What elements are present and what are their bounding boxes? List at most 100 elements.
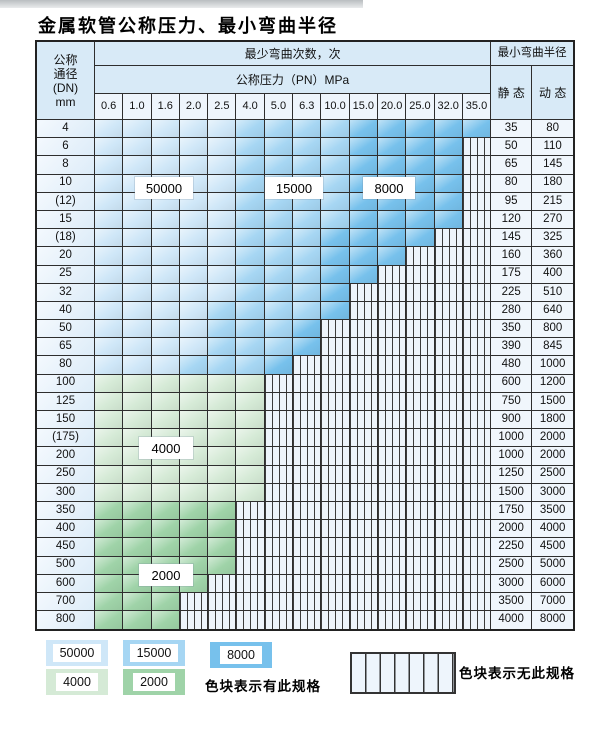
spec-cell-g: [151, 465, 180, 484]
spec-cell-d: [406, 156, 435, 175]
spec-cell-s: [434, 265, 463, 284]
spec-cell-m: [293, 301, 322, 321]
dn-label-cell: 150: [37, 411, 95, 430]
spec-cell-m: [236, 265, 265, 284]
static-radius-cell: 3500: [491, 592, 533, 612]
dynamic-radius-cell: 845: [532, 338, 574, 357]
dynamic-radius-cell: 145: [532, 156, 574, 175]
spec-cell-s: [264, 429, 294, 448]
cycle-count-label: 4000: [139, 437, 193, 459]
spec-cell-s: [321, 392, 350, 411]
spec-cell-s: [293, 447, 322, 466]
static-radius-cell: 2500: [491, 556, 533, 575]
spec-cell-l: [179, 320, 209, 339]
spec-cell-s: [349, 501, 378, 521]
static-radius-cell: 175: [491, 265, 533, 284]
spec-cell-l: [208, 120, 237, 139]
spec-cell-m: [264, 138, 294, 157]
dynamic-radius-cell: 110: [532, 138, 574, 157]
spec-cell-h: [95, 592, 124, 612]
spec-cell-l: [208, 229, 237, 248]
dynamic-header: 动 态: [532, 66, 574, 120]
cycle-count-label: 15000: [265, 177, 323, 199]
spec-cell-s: [321, 320, 350, 339]
spec-cell-s: [264, 520, 294, 539]
pn-header: 公称压力（PN）MPa: [95, 66, 492, 94]
spec-cell-s: [434, 592, 463, 612]
spec-cell-s: [321, 465, 350, 484]
spec-cell-m: [293, 283, 322, 302]
spec-cell-s: [179, 592, 209, 612]
dynamic-radius-cell: 2500: [532, 465, 574, 484]
spec-cell-d: [377, 229, 407, 248]
spec-cell-s: [321, 611, 350, 630]
pressure-column-header: 35.0: [462, 94, 492, 120]
spec-cell-s: [434, 338, 463, 357]
static-radius-cell: 390: [491, 338, 533, 357]
spec-cell-s: [434, 483, 463, 502]
spec-cell-s: [434, 374, 463, 393]
spec-cell-h: [95, 556, 124, 575]
spec-cell-d: [349, 265, 378, 284]
pressure-column-header: 32.0: [434, 94, 463, 120]
static-radius-cell: 50: [491, 138, 533, 157]
spec-cell-s: [377, 411, 407, 430]
spec-cell-d: [434, 192, 463, 211]
spec-cell-s: [406, 247, 435, 266]
spec-cell-m: [236, 210, 265, 230]
spec-cell-h: [123, 592, 152, 612]
spec-cell-s: [462, 538, 492, 557]
spec-cell-d: [434, 120, 463, 139]
spec-cell-g: [179, 374, 209, 393]
static-radius-cell: 3000: [491, 574, 533, 593]
spec-cell-m: [264, 229, 294, 248]
dynamic-radius-cell: 6000: [532, 574, 574, 593]
static-radius-cell: 1750: [491, 501, 533, 521]
spec-cell-l: [179, 338, 209, 357]
static-radius-cell: 900: [491, 411, 533, 430]
spec-cell-d: [349, 138, 378, 157]
spec-cell-m: [236, 120, 265, 139]
spec-cell-s: [349, 538, 378, 557]
spec-cell-s: [462, 574, 492, 593]
pressure-column-header: 10.0: [321, 94, 350, 120]
spec-cell-g: [208, 465, 237, 484]
dn-label-cell: (12): [37, 192, 95, 211]
spec-cell-g: [179, 483, 209, 502]
corner-line2: 通径: [53, 66, 78, 81]
spec-cell-s: [462, 283, 492, 302]
spec-cell-h: [123, 501, 152, 521]
spec-cell-s: [434, 411, 463, 430]
spec-cell-s: [406, 483, 435, 502]
spec-cell-s: [462, 156, 492, 175]
spec-cell-s: [321, 411, 350, 430]
spec-cell-s: [406, 556, 435, 575]
dynamic-radius-cell: 215: [532, 192, 574, 211]
spec-cell-s: [462, 356, 492, 375]
cycle-count-label: 8000: [363, 177, 415, 199]
pressure-column-header: 20.0: [377, 94, 407, 120]
spec-cell-s: [406, 447, 435, 466]
spec-cell-l: [123, 229, 152, 248]
pressure-column-header: 5.0: [264, 94, 294, 120]
spec-cell-h: [151, 538, 180, 557]
spec-cell-s: [377, 429, 407, 448]
dynamic-radius-cell: 3500: [532, 501, 574, 521]
static-radius-cell: 280: [491, 301, 533, 321]
spec-cell-g: [151, 374, 180, 393]
spec-cell-s: [349, 447, 378, 466]
spec-cell-s: [406, 611, 435, 630]
spec-cell-s: [264, 556, 294, 575]
spec-cell-d: [321, 247, 350, 266]
dn-label-cell: (18): [37, 229, 95, 248]
spec-cell-l: [95, 338, 124, 357]
static-radius-cell: 1500: [491, 483, 533, 502]
spec-cell-s: [377, 301, 407, 321]
spec-cell-s: [321, 374, 350, 393]
spec-cell-s: [349, 301, 378, 321]
spec-cell-l: [123, 265, 152, 284]
dn-label-cell: 4: [37, 120, 95, 139]
spec-cell-s: [264, 392, 294, 411]
pressure-column-header: 6.3: [293, 94, 322, 120]
spec-cell-s: [377, 483, 407, 502]
